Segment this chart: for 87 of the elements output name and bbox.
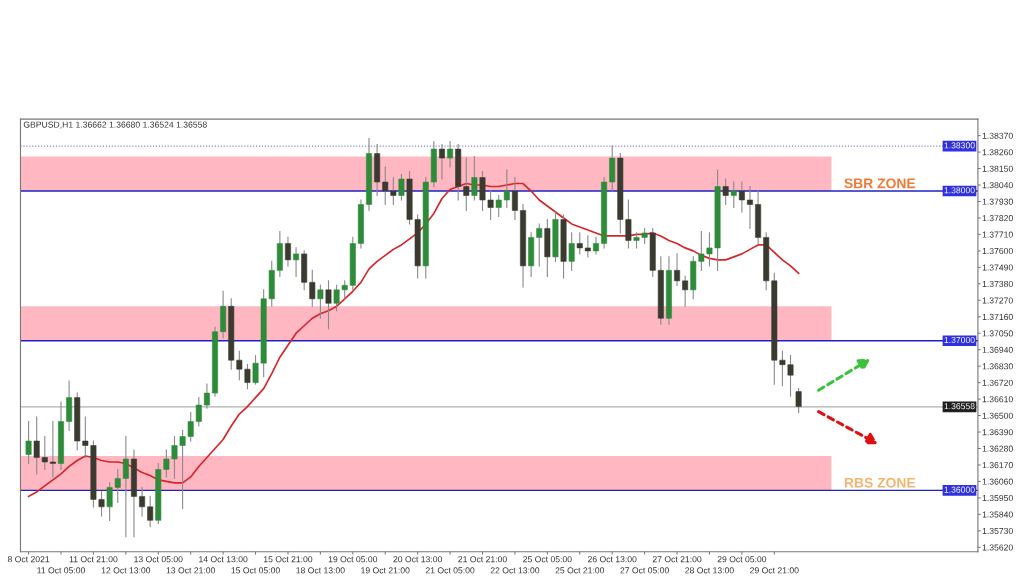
y-tick-label: 1.36060: [982, 478, 1013, 485]
x-tick-label: 29 Oct 21:00: [750, 567, 799, 574]
candlestick: [674, 253, 680, 286]
candlestick: [66, 380, 73, 432]
candlestick: [285, 236, 291, 267]
x-tick-label: 27 Oct 21:00: [652, 556, 702, 563]
candlestick: [593, 236, 599, 255]
candlestick: [25, 420, 32, 465]
y-tick-label: 1.36390: [982, 429, 1013, 436]
y-tick-label: 1.38370: [982, 132, 1013, 139]
candlestick: [325, 280, 332, 330]
y-tick-label: 1.36170: [982, 462, 1013, 469]
x-tick-label: 8 Oct 2021: [7, 556, 50, 563]
y-tick-label: 1.35950: [982, 495, 1013, 502]
candlestick: [398, 173, 405, 201]
y-tick-label: 1.37490: [982, 264, 1013, 271]
x-tick-label: 21 Oct 05:00: [425, 567, 475, 574]
x-tick-label: 26 Oct 13:00: [587, 556, 637, 563]
y-tick-label: 1.37050: [982, 330, 1013, 337]
y-tick-label: 1.36610: [982, 396, 1013, 403]
candlestick: [747, 185, 753, 229]
x-tick-label: 11 Oct 05:00: [37, 567, 86, 574]
candlestick: [122, 435, 129, 538]
candlestick: [576, 232, 583, 255]
y-tick-label: 1.38040: [982, 182, 1013, 189]
candlestick: [536, 223, 543, 267]
y-tick-label: 1.36940: [982, 346, 1013, 353]
candlestick: [203, 383, 210, 409]
candlestick: [439, 144, 445, 180]
x-tick-label: 11 Oct 21:00: [69, 556, 118, 563]
y-tick-label: 1.37160: [982, 313, 1013, 320]
y-tick-label: 1.37930: [982, 198, 1013, 205]
y-tick-label: 1.35620: [982, 544, 1013, 551]
x-tick-label: 25 Oct 05:00: [523, 556, 572, 563]
candlestick: [147, 495, 154, 527]
chart-title: GBPUSD,H1 1.36662 1.36680 1.36524 1.36558: [23, 121, 207, 129]
candlestick: [722, 178, 729, 206]
x-tick-label: 14 Oct 13:00: [199, 556, 248, 563]
candlestick: [682, 275, 689, 307]
y-tick-label: 1.37380: [982, 280, 1013, 288]
x-tick-label: 15 Oct 21:00: [263, 556, 313, 563]
y-tick-label: 1.37600: [982, 248, 1013, 255]
candlestick: [317, 284, 324, 319]
ref-line-label: 1.36558: [944, 403, 975, 410]
y-tick-label: 1.36720: [982, 379, 1013, 386]
candlestick: [730, 181, 737, 209]
candlestick: [49, 420, 56, 478]
x-tick-label: 19 Oct 05:00: [328, 556, 378, 563]
y-tick-label: 1.37710: [982, 231, 1013, 238]
candlestick: [447, 141, 454, 168]
band-label: SBR ZONE: [844, 178, 916, 189]
y-tick-label: 1.37270: [982, 297, 1013, 304]
x-tick-label: 28 Oct 13:00: [685, 567, 734, 574]
y-tick-label: 1.38150: [982, 165, 1013, 172]
x-tick-label: 21 Oct 21:00: [458, 556, 507, 563]
candlestick: [293, 247, 300, 277]
x-tick-label: 22 Oct 13:00: [490, 567, 540, 574]
y-tick-label: 1.36280: [982, 445, 1013, 452]
x-tick-label: 13 Oct 21:00: [166, 567, 216, 574]
x-tick-label: 27 Oct 05:00: [620, 567, 669, 574]
ref-line-label: 1.37000: [944, 336, 975, 344]
y-tick-label: 1.37820: [982, 215, 1013, 222]
x-tick-label: 13 Oct 05:00: [134, 556, 183, 563]
y-tick-label: 1.35730: [982, 527, 1013, 535]
candlestick: [568, 232, 575, 271]
candlestick: [795, 388, 802, 414]
candlestick: [609, 145, 616, 192]
candlestick: [471, 156, 478, 201]
band-label: RBS ZONE: [844, 477, 916, 488]
y-tick-label: 1.36500: [982, 412, 1013, 419]
x-tick-label: 12 Oct 13:00: [101, 567, 151, 574]
ref-line-label: 1.38000: [944, 187, 975, 194]
x-tick-label: 15 Oct 05:00: [231, 567, 280, 574]
x-tick-label: 19 Oct 21:00: [361, 567, 410, 574]
candlestick: [511, 176, 518, 221]
ref-line-label: 1.36000: [944, 486, 975, 493]
candlestick: [738, 181, 745, 213]
x-tick-label: 25 Oct 21:00: [555, 567, 605, 574]
x-tick-label: 29 Oct 05:00: [717, 556, 767, 563]
y-tick-label: 1.36830: [982, 363, 1013, 370]
candlestick: [584, 235, 591, 258]
candlestick: [139, 486, 146, 517]
x-tick-label: 20 Oct 13:00: [393, 556, 442, 563]
y-tick-label: 1.35840: [982, 511, 1013, 518]
ref-line-label: 1.38300: [944, 142, 975, 149]
y-tick-label: 1.38260: [982, 149, 1013, 156]
x-tick-label: 18 Oct 13:00: [296, 567, 345, 574]
